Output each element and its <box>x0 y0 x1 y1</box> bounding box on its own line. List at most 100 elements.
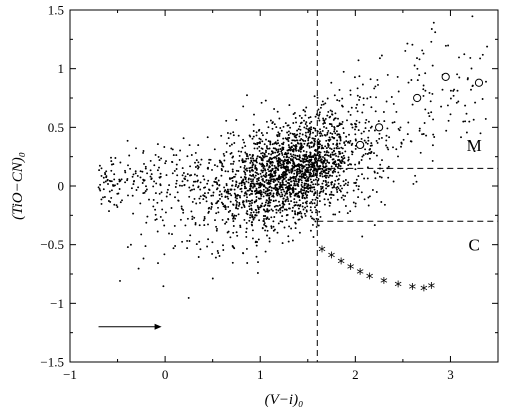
field-star-point <box>402 138 405 141</box>
field-star-point <box>308 186 311 189</box>
field-star-point <box>118 188 121 190</box>
field-star-point <box>364 152 367 155</box>
field-star-point <box>131 175 134 178</box>
field-star-point <box>323 198 326 201</box>
field-star-point <box>232 231 235 234</box>
field-star-point <box>307 183 309 186</box>
field-star-point <box>453 88 456 91</box>
field-star-point <box>170 147 173 150</box>
field-star-point <box>338 142 341 145</box>
field-star-point <box>254 174 257 177</box>
field-star-point <box>210 206 213 208</box>
field-star-point <box>354 125 357 128</box>
field-star-point <box>306 125 308 127</box>
field-star-point <box>292 113 295 116</box>
field-star-point <box>202 198 205 201</box>
field-star-point <box>283 162 285 165</box>
field-star-point <box>183 184 186 187</box>
field-star-point <box>354 182 357 185</box>
field-star-point <box>268 147 271 150</box>
field-star-point <box>278 185 281 188</box>
field-star-point <box>291 239 294 242</box>
field-star-point <box>217 200 220 202</box>
field-star-point <box>259 142 261 145</box>
field-star-point <box>261 202 264 205</box>
field-star-point <box>290 227 293 230</box>
field-star-point <box>279 127 282 129</box>
field-star-point <box>376 78 379 81</box>
field-star-point <box>203 217 206 220</box>
field-star-point <box>325 139 328 142</box>
field-star-point <box>144 167 147 170</box>
field-star-point <box>418 127 421 130</box>
field-star-point <box>290 148 293 151</box>
field-star-point <box>337 163 340 166</box>
field-star-point <box>272 178 275 181</box>
field-star-point <box>342 70 345 73</box>
field-star-point <box>348 141 351 144</box>
field-star-point <box>281 152 283 155</box>
field-star-point <box>249 187 252 190</box>
field-star-point <box>292 156 295 159</box>
field-star-point <box>314 140 316 143</box>
field-star-point <box>242 105 245 108</box>
field-star-point <box>334 112 337 115</box>
field-star-point <box>224 204 226 207</box>
field-star-point <box>280 173 283 176</box>
field-star-point <box>328 136 331 139</box>
field-star-point <box>262 208 265 211</box>
field-star-point <box>178 184 181 187</box>
field-star-point <box>229 236 232 239</box>
field-star-point <box>309 215 312 218</box>
field-star-point <box>279 211 282 214</box>
field-star-point <box>306 205 309 208</box>
field-star-point <box>287 140 290 143</box>
field-star-point <box>433 136 436 138</box>
field-star-point <box>276 160 279 162</box>
field-star-point <box>370 142 373 145</box>
field-star-point <box>290 200 293 203</box>
field-star-point <box>263 168 266 171</box>
field-star-point <box>271 121 274 124</box>
field-star-point <box>347 181 350 184</box>
field-star-point <box>296 129 299 132</box>
field-star-point <box>354 128 356 131</box>
field-star-point <box>314 206 316 209</box>
field-star-point <box>344 205 347 207</box>
field-star-point <box>301 181 303 184</box>
field-star-point <box>275 126 278 129</box>
field-star-point <box>234 196 237 199</box>
field-star-point <box>243 194 246 197</box>
field-star-point <box>261 151 264 154</box>
field-star-point <box>326 174 328 177</box>
field-star-point <box>362 103 365 106</box>
field-star-point <box>257 173 260 176</box>
field-star-point <box>156 230 159 233</box>
field-star-point <box>298 170 300 173</box>
field-star-point <box>267 168 269 171</box>
field-star-point <box>219 197 221 200</box>
field-star-point <box>119 161 122 164</box>
field-star-point <box>243 170 246 173</box>
field-star-point <box>118 178 121 181</box>
field-star-point <box>382 111 385 113</box>
field-star-point <box>302 150 305 152</box>
field-star-point <box>335 188 338 191</box>
field-star-point <box>234 217 237 220</box>
field-star-point <box>313 202 316 205</box>
field-star-point <box>245 221 248 224</box>
field-star-point <box>214 256 217 259</box>
field-star-point <box>336 166 339 169</box>
field-star-point <box>255 244 258 247</box>
field-star-point <box>312 179 315 182</box>
field-star-point <box>293 182 296 185</box>
field-star-point <box>303 165 306 168</box>
field-star-point <box>479 132 482 135</box>
field-star-point <box>220 195 223 198</box>
field-star-point <box>354 133 357 136</box>
field-star-point <box>168 184 171 187</box>
asterisk-point: * <box>337 254 345 272</box>
field-star-point <box>265 149 267 152</box>
field-star-point <box>298 114 301 117</box>
field-star-point <box>132 212 135 215</box>
